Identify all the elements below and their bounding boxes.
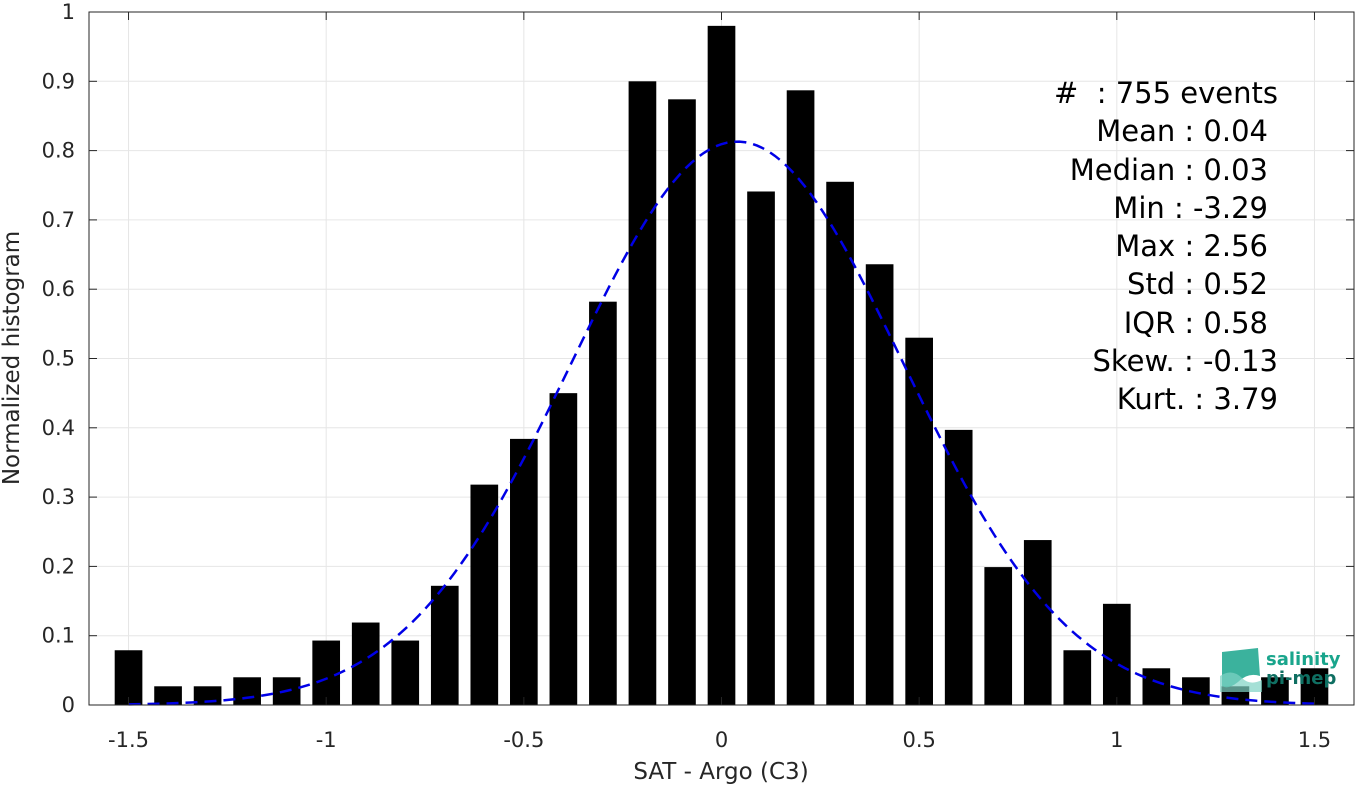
salinity-pimep-logo: salinity pi-mep xyxy=(1218,646,1348,694)
stat-max: Max : 2.56 xyxy=(1115,229,1268,264)
y-tick-label: 0.2 xyxy=(42,554,75,578)
y-tick-label: 0.5 xyxy=(42,347,75,371)
histogram-bar xyxy=(1102,603,1131,705)
x-tick-label: 1.5 xyxy=(1298,728,1331,752)
histogram-bar xyxy=(628,81,657,706)
histogram-bar xyxy=(786,90,815,705)
x-tick-label: -1.5 xyxy=(108,728,149,752)
stat-std: Std : 0.52 xyxy=(1127,267,1268,302)
wave-logo-icon xyxy=(1220,648,1262,692)
y-tick-label: 0.7 xyxy=(42,208,75,232)
histogram-bar xyxy=(470,484,499,705)
logo-text-salinity: salinity xyxy=(1266,649,1341,670)
stat-min: Min : -3.29 xyxy=(1113,190,1268,225)
stat-kurtosis: Kurt. : 3.79 xyxy=(1116,382,1278,417)
gaussian-fit-curve xyxy=(128,140,1315,706)
x-tick-label: -1 xyxy=(316,728,337,752)
histogram-bar xyxy=(549,393,578,705)
histogram-bar xyxy=(747,191,775,705)
histogram-bar xyxy=(312,640,341,705)
histogram-bar xyxy=(233,677,261,705)
histogram-bar xyxy=(1142,668,1171,705)
histogram-bar xyxy=(1063,650,1092,705)
histogram-bar xyxy=(1182,677,1210,705)
y-tick-label: 0 xyxy=(62,693,75,717)
statistics-box: # : 755 events Mean : 0.04 Median : 0.03… xyxy=(1054,74,1278,419)
stat-skewness: Skew. : -0.13 xyxy=(1092,344,1278,379)
stat-median: Median : 0.03 xyxy=(1069,152,1268,187)
y-tick-label: 1 xyxy=(62,0,75,24)
histogram-bar xyxy=(905,337,933,705)
y-tick-label: 0.9 xyxy=(42,69,75,93)
x-tick-label: 1 xyxy=(1110,728,1123,752)
histogram-bar xyxy=(707,25,736,706)
y-tick-label: 0.1 xyxy=(42,624,75,648)
histogram-bar xyxy=(391,640,420,705)
y-tick-label: 0.3 xyxy=(42,485,75,509)
y-axis-label: Normalized histogram xyxy=(0,231,25,485)
stat-iqr: IQR : 0.58 xyxy=(1123,305,1268,340)
stat-mean: Mean : 0.04 xyxy=(1096,114,1268,149)
y-tick-label: 0.8 xyxy=(42,139,75,163)
histogram-bar xyxy=(865,264,894,705)
histogram-bar xyxy=(154,686,182,705)
histogram-bar xyxy=(1023,540,1052,705)
x-tick-label: 0.5 xyxy=(902,728,935,752)
x-tick-label: 0 xyxy=(715,728,728,752)
x-tick-label: -0.5 xyxy=(503,728,544,752)
y-tick-label: 0.4 xyxy=(42,416,75,440)
y-axis-ticks: 0 0.1 0.2 0.3 0.4 0.5 0.6 0.7 0.8 0.9 1 xyxy=(42,0,1354,717)
histogram-bar xyxy=(984,567,1013,705)
histogram-bar xyxy=(510,438,538,705)
histogram-bar xyxy=(114,650,143,705)
histogram-bars xyxy=(114,25,1329,706)
histogram-bar xyxy=(944,429,973,705)
logo-text-pimep: pi-mep xyxy=(1266,668,1337,689)
x-axis-label: SAT - Argo (C3) xyxy=(633,759,808,785)
histogram-bar xyxy=(826,181,854,705)
y-tick-label: 0.6 xyxy=(42,277,75,301)
histogram-bar xyxy=(589,301,617,705)
x-axis-ticks: -1.5 -1 -0.5 0 0.5 1 1.5 xyxy=(108,12,1331,752)
stat-count: # : 755 events xyxy=(1054,76,1278,110)
histogram-bar xyxy=(668,99,696,706)
histogram-bar xyxy=(430,585,459,705)
